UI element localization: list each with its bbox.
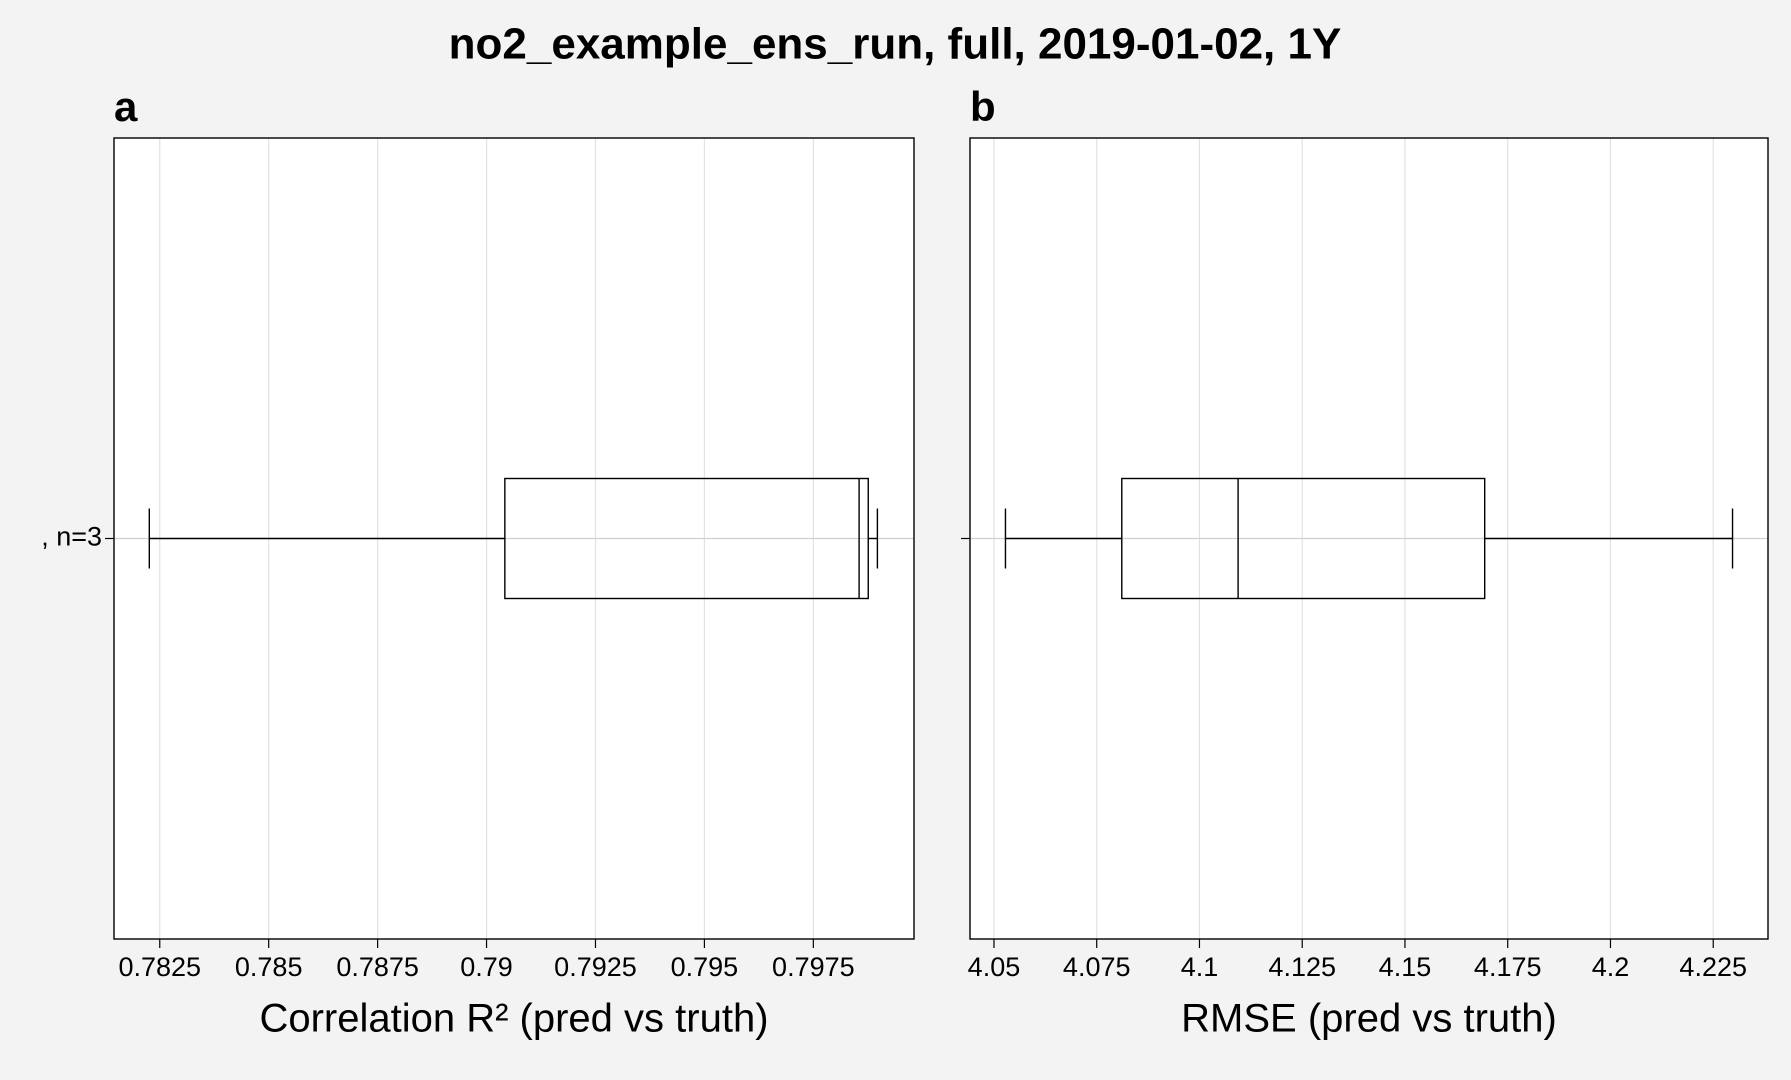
- panel-label: b: [970, 83, 996, 130]
- x-tick-label: 0.795: [671, 952, 739, 982]
- x-tick-label: 4.15: [1379, 952, 1432, 982]
- box: [1121, 477, 1486, 600]
- x-tick-label: 4.125: [1268, 952, 1336, 982]
- panel-label: a: [114, 83, 138, 130]
- x-tick-label: 4.075: [1063, 952, 1131, 982]
- x-tick-label: 0.7875: [336, 952, 419, 982]
- x-axis-label: Correlation R² (pred vs truth): [259, 997, 768, 1041]
- x-tick-label: 4.175: [1474, 952, 1542, 982]
- axes-frame: [969, 137, 1769, 940]
- x-tick-label: 4.05: [968, 952, 1021, 982]
- x-tick-label: 0.7925: [554, 952, 637, 982]
- x-tick-label: 0.79: [460, 952, 513, 982]
- x-axis-label: RMSE (pred vs truth): [1181, 997, 1557, 1041]
- box: [504, 477, 869, 600]
- axes-frame: [113, 137, 915, 940]
- x-tick-label: 0.7975: [772, 952, 855, 982]
- x-tick-label: 0.785: [235, 952, 303, 982]
- x-tick-label: 0.7825: [118, 952, 201, 982]
- x-tick-label: 4.225: [1679, 952, 1747, 982]
- y-tick-label: , n=3: [41, 522, 102, 552]
- x-tick-label: 4.1: [1181, 952, 1219, 982]
- figure-title: no2_example_ens_run, full, 2019-01-02, 1…: [449, 20, 1342, 69]
- x-tick-label: 4.2: [1592, 952, 1630, 982]
